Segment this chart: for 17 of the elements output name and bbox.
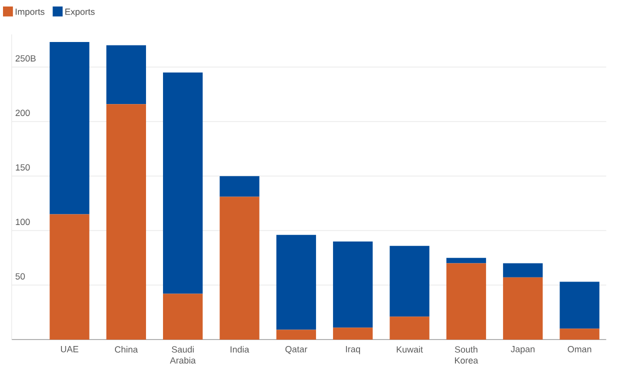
x-tick-label: Japan: [510, 346, 534, 354]
y-tick-label: 250B: [16, 55, 36, 62]
x-tick-label: Qatar: [285, 346, 308, 354]
x-tick-label: UAE: [60, 346, 78, 352]
x-tick-label: Iraq: [346, 346, 360, 354]
legend-label: Imports: [16, 8, 44, 17]
y-tick-label: 50: [16, 273, 25, 280]
x-tick-label: India: [230, 346, 250, 353]
legend-label: Exports: [65, 8, 95, 17]
x-tick-label: Saudi Arabia: [170, 346, 196, 364]
x-tick-label: China: [114, 346, 138, 353]
x-tick-label: South Korea: [454, 346, 478, 364]
y-tick-label: 150: [16, 164, 30, 171]
y-tick-label: 200: [16, 110, 30, 116]
y-tick-label: 100: [16, 218, 30, 226]
x-tick-label: Oman: [568, 346, 592, 353]
x-tick-label: Kuwait: [396, 346, 423, 353]
